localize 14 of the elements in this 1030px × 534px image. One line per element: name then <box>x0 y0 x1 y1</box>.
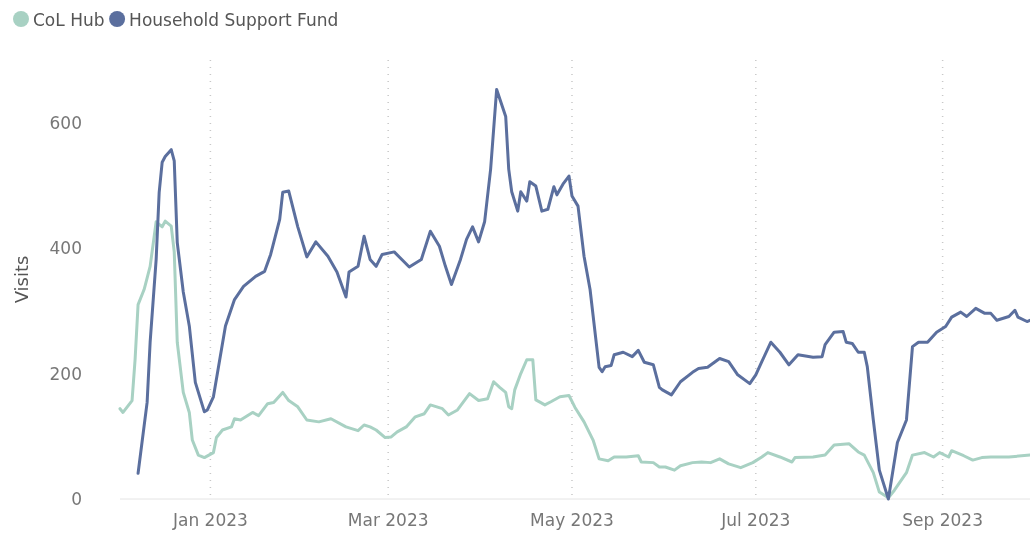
legend-label: Household Support Fund <box>129 9 339 30</box>
y-axis-title: Visits <box>11 255 32 304</box>
y-tick-label: 400 <box>49 238 82 259</box>
x-tick-label: Mar 2023 <box>347 510 429 530</box>
y-tick-label: 200 <box>49 363 82 384</box>
x-tick-label: May 2023 <box>530 510 614 530</box>
x-tick-label: Jul 2023 <box>720 510 791 530</box>
line-series <box>136 87 1030 501</box>
legend-label: CoL Hub <box>33 9 105 30</box>
x-tick-label: Jan 2023 <box>171 510 248 530</box>
x-tick-label: Sep 2023 <box>902 510 983 530</box>
line-series <box>118 219 1030 500</box>
y-tick-label: 0 <box>71 488 82 509</box>
y-tick-label: 600 <box>49 112 82 133</box>
